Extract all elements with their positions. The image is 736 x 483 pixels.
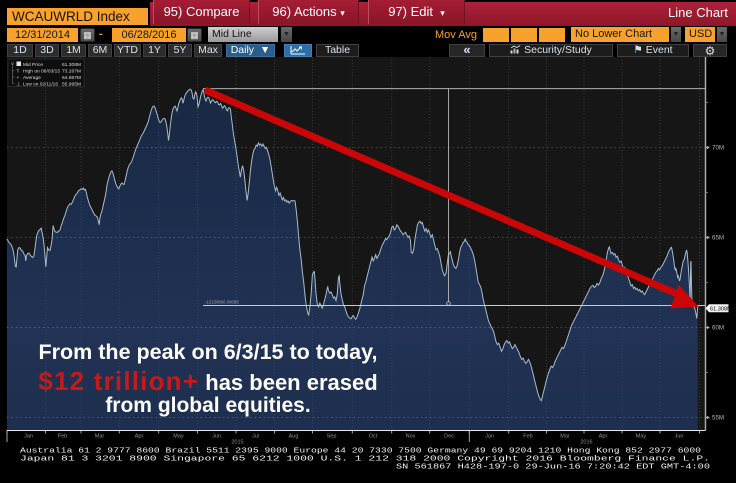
svg-text:Feb: Feb xyxy=(58,434,67,440)
svg-text:Dec: Dec xyxy=(444,434,454,440)
svg-text:Average: Average xyxy=(23,75,41,81)
svg-text:Jan: Jan xyxy=(485,434,494,440)
svg-text:65M: 65M xyxy=(712,235,724,242)
svg-text:Jun: Jun xyxy=(212,434,221,440)
svg-text:Feb: Feb xyxy=(523,434,532,440)
svg-text:Mar: Mar xyxy=(95,434,105,440)
svg-text:Jul: Jul xyxy=(252,434,259,440)
svg-text:61.308M: 61.308M xyxy=(62,62,81,68)
svg-text:+: + xyxy=(17,76,20,81)
svg-text:Apr: Apr xyxy=(599,434,608,440)
svg-text:Jan: Jan xyxy=(24,434,33,440)
svg-text:Aug: Aug xyxy=(289,434,299,440)
svg-text:SN 561867 H428-197-0 29-Jun-16: SN 561867 H428-197-0 29-Jun-16 7:20:42 E… xyxy=(396,464,710,472)
svg-text:Sep: Sep xyxy=(327,434,337,440)
svg-text:55M: 55M xyxy=(712,415,724,422)
svg-text:-12150866.08068: -12150866.08068 xyxy=(205,300,239,305)
svg-text:Jun: Jun xyxy=(675,434,684,440)
svg-text:High on 06/03/15: High on 06/03/15 xyxy=(23,68,60,74)
svg-text:Australia 61 2 9777 8600 Brazi: Australia 61 2 9777 8600 Brazil 5511 239… xyxy=(20,448,701,456)
svg-text:Oct: Oct xyxy=(369,434,378,440)
svg-text:70M: 70M xyxy=(712,145,724,152)
svg-text:May: May xyxy=(636,434,647,440)
svg-text:⊥: ⊥ xyxy=(16,81,20,87)
svg-text:Japan 81 3 3201 8900 Si: Japan 81 3 3201 8900 Singapore 65 6212 1… xyxy=(20,456,710,464)
svg-text:T: T xyxy=(17,68,20,74)
svg-text:Nov: Nov xyxy=(406,434,416,440)
svg-text:61.308M: 61.308M xyxy=(710,307,732,313)
svg-text:Mar: Mar xyxy=(560,434,570,440)
svg-text:55.995M: 55.995M xyxy=(62,81,81,87)
svg-text:Low on 02/11/16: Low on 02/11/16 xyxy=(23,81,58,87)
svg-text:64.967M: 64.967M xyxy=(62,75,81,81)
svg-text:Apr: Apr xyxy=(135,434,144,440)
svg-text:Mid Price: Mid Price xyxy=(23,62,43,68)
svg-text:73.267M: 73.267M xyxy=(62,68,81,74)
svg-text:2016: 2016 xyxy=(580,440,592,446)
svg-text:60M: 60M xyxy=(712,325,724,332)
svg-text:2015: 2015 xyxy=(231,440,243,446)
svg-text:May: May xyxy=(173,434,184,440)
